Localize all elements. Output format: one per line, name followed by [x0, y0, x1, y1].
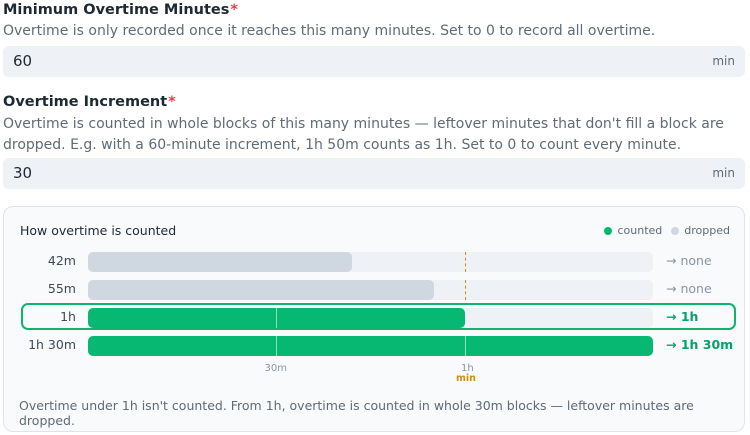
bar-row-label: 55m [47, 281, 76, 296]
min-threshold-label: min [456, 373, 476, 384]
bar-row-label: 1h 30m [28, 337, 76, 352]
min-overtime-label: Minimum Overtime Minutes* [3, 2, 238, 18]
increment-unit: min [712, 166, 735, 180]
required-asterisk: * [168, 94, 176, 110]
dropped-dot-icon [671, 226, 680, 235]
bar-track [88, 280, 653, 300]
panel-title: How overtime is counted [20, 223, 177, 238]
counted-dot-icon [604, 226, 613, 235]
bar-track [88, 252, 653, 272]
min-threshold-marker [465, 252, 466, 272]
bar-row: 1h → 1h [4, 306, 744, 330]
bar-fill-dropped [88, 280, 434, 300]
increment-input[interactable]: 30 min [3, 158, 745, 189]
min-threshold-marker [465, 336, 466, 356]
overtime-explainer-panel: How overtime is counted counted dropped … [3, 206, 745, 432]
bar-row-result: → 1h [666, 309, 699, 324]
bar-fill-counted [88, 336, 653, 356]
bar-row: 1h 30m → 1h 30m [4, 334, 744, 358]
bar-fill-counted [88, 308, 465, 328]
axis-tick-1h: 1h [461, 363, 474, 374]
min-overtime-help: Overtime is only recorded once it reache… [3, 23, 656, 39]
bar-row: 42m → none [4, 250, 744, 274]
legend: counted dropped [604, 224, 730, 237]
bar-row: 55m → none [4, 278, 744, 302]
bar-fill-dropped [88, 252, 352, 272]
increment-help: Overtime is counted in whole blocks of t… [3, 116, 724, 153]
bar-row-result: → none [666, 253, 712, 268]
bar-track [88, 336, 653, 356]
increment-value[interactable]: 30 [13, 164, 33, 182]
bar-row-result: → 1h 30m [666, 337, 734, 352]
highlight-row-outline [21, 303, 736, 330]
bar-row-label: 42m [47, 253, 76, 268]
required-asterisk: * [230, 2, 238, 18]
min-overtime-value[interactable]: 60 [13, 52, 33, 70]
min-overtime-input[interactable]: 60 min [3, 46, 745, 77]
block-divider [275, 336, 277, 356]
axis-tick-30m: 30m [264, 363, 287, 374]
legend-dropped: dropped [684, 224, 730, 237]
block-divider [276, 252, 277, 272]
min-threshold-marker [465, 280, 466, 300]
panel-footer: Overtime under 1h isn't counted. From 1h… [19, 398, 694, 428]
min-overtime-unit: min [712, 54, 735, 68]
block-divider [276, 280, 277, 300]
bar-track [88, 308, 653, 328]
min-threshold-marker [465, 308, 466, 328]
increment-label: Overtime Increment* [3, 94, 176, 110]
bar-row-label: 1h [60, 309, 76, 324]
block-divider [275, 308, 277, 328]
legend-counted: counted [617, 224, 663, 237]
bar-row-result: → none [666, 281, 712, 296]
